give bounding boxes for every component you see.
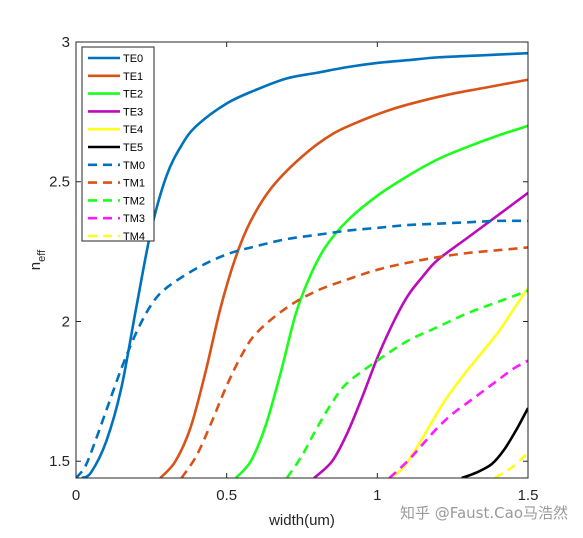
legend-label-tm3: TM3: [123, 213, 145, 225]
legend-label-te5: TE5: [123, 142, 143, 154]
legend-label-te2: TE2: [123, 89, 143, 101]
legend-label-te4: TE4: [123, 124, 143, 136]
watermark: 知乎 @Faust.Cao马浩然: [400, 504, 568, 522]
series-line-te0: [81, 51, 528, 478]
x-tick-label: 0: [72, 487, 80, 504]
series-line-tm2: [285, 289, 528, 478]
legend-label-tm2: TM2: [123, 195, 145, 207]
y-axis-title-subscript: eff: [36, 249, 48, 262]
x-axis-title: width(um): [268, 512, 335, 529]
legend-label-te1: TE1: [123, 71, 143, 83]
series-line-tm1: [180, 246, 528, 478]
x-tick-label: 1.5: [518, 487, 539, 504]
plot-frame: [75, 41, 529, 479]
series-line-tm0: [76, 219, 528, 478]
series-line-tm3: [388, 359, 528, 478]
y-tick-label: 3: [62, 34, 70, 51]
y-tick-label: 2: [62, 313, 70, 330]
y-axis-title: neff: [27, 249, 48, 270]
legend-label-te0: TE0: [123, 53, 143, 65]
series-line-te1: [159, 78, 528, 478]
legend-label-tm0: TM0: [123, 160, 145, 172]
y-tick-label: 2.5: [49, 174, 70, 191]
y-axis-title-main: n: [27, 262, 44, 270]
y-tick-label: 1.5: [49, 453, 70, 470]
series-line-tm4: [494, 451, 528, 478]
series-line-te3: [313, 191, 528, 478]
legend-label-te3: TE3: [123, 106, 143, 118]
x-tick-label: 0.5: [216, 487, 237, 504]
legend-label-tm4: TM4: [123, 231, 145, 243]
legend-box: [81, 46, 155, 242]
legend: TE0 TE1 TE2 TE3 TE4 TE5 TM0 TM1 TM2 TM3 TM4: [81, 46, 155, 243]
series-line-te5: [461, 407, 528, 478]
ticks-layer: 0 0.5 1 1.5 1.5 2 2.5 3: [49, 34, 538, 504]
x-tick-label: 1: [373, 487, 381, 504]
series-layer: [76, 51, 528, 478]
legend-label-tm1: TM1: [123, 178, 145, 190]
